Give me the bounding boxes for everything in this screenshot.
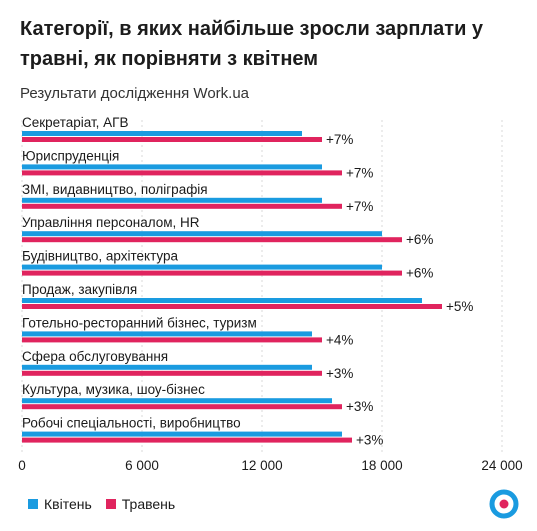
bar-april <box>22 231 382 237</box>
chart-subtitle: Результати дослідження Work.ua <box>20 85 250 102</box>
legend-label-may: Травень <box>121 496 176 512</box>
x-axis: 0 6 000 12 000 18 000 24 000 <box>18 458 522 473</box>
change-label: +6% <box>406 232 433 247</box>
category-label: Сфера обслуговування <box>22 349 168 364</box>
work-ua-logo-icon <box>489 489 519 519</box>
legend-item-april: Квітень <box>28 496 92 512</box>
legend: Квітень Травень <box>28 496 189 512</box>
change-label: +4% <box>326 332 353 347</box>
change-label: +7% <box>346 165 373 180</box>
legend-item-may: Травень <box>105 496 176 512</box>
bar-april <box>22 164 322 170</box>
bar-may <box>22 170 342 176</box>
bar-april <box>22 364 312 370</box>
bar-may <box>22 337 322 343</box>
bars <box>22 131 442 443</box>
category-label: Робочі спеціальності, виробництво <box>22 416 241 431</box>
category-label: Управління персоналом, HR <box>22 215 200 230</box>
change-label: +3% <box>346 399 373 414</box>
legend-label-april: Квітень <box>44 496 92 512</box>
change-label: +6% <box>406 266 433 281</box>
category-label: Юриспруденція <box>22 148 119 163</box>
bar-april <box>22 131 302 136</box>
bar-may <box>22 304 442 309</box>
bar-may <box>22 370 322 376</box>
category-label: Секретаріат, АГВ <box>22 115 129 130</box>
category-label: Продаж, закупівля <box>22 282 137 297</box>
bar-chart: Секретаріат, АГВ +7% Юриспруденція +7% ЗМІ, … <box>18 115 522 473</box>
change-label: +7% <box>346 199 373 214</box>
category-label: ЗМІ, видавництво, поліграфія <box>22 182 208 197</box>
legend-swatch-may <box>105 499 116 509</box>
bar-april <box>22 331 312 337</box>
change-label: +3% <box>356 433 383 448</box>
change-label: +7% <box>326 132 353 147</box>
bar-april <box>22 264 382 270</box>
change-label: +5% <box>446 299 473 314</box>
bar-may <box>22 437 352 443</box>
bar-april <box>22 431 342 437</box>
legend-swatch-april <box>28 499 38 509</box>
bar-april <box>22 298 422 303</box>
labels: Секретаріат, АГВ +7% Юриспруденція +7% ЗМІ, … <box>22 115 473 448</box>
bar-april <box>22 398 332 404</box>
category-label: Готельно-ресторанний бізнес, туризм <box>22 315 257 330</box>
bar-may <box>22 203 342 209</box>
bar-may <box>22 137 322 142</box>
bar-may <box>22 404 342 410</box>
category-label: Будівництво, архітектура <box>22 249 179 264</box>
bar-may <box>22 270 402 276</box>
bar-may <box>22 237 402 243</box>
x-tick-label: 24 000 <box>481 458 522 473</box>
x-tick-label: 6 000 <box>125 458 159 473</box>
chart-title: Категорії, в яких найбільше зросли зарпл… <box>20 18 484 70</box>
x-tick-label: 0 <box>18 458 26 473</box>
change-label: +3% <box>326 366 353 381</box>
category-label: Культура, музика, шоу-бізнес <box>22 382 205 397</box>
bar-april <box>22 197 322 203</box>
x-tick-label: 18 000 <box>361 458 402 473</box>
x-tick-label: 12 000 <box>241 458 282 473</box>
